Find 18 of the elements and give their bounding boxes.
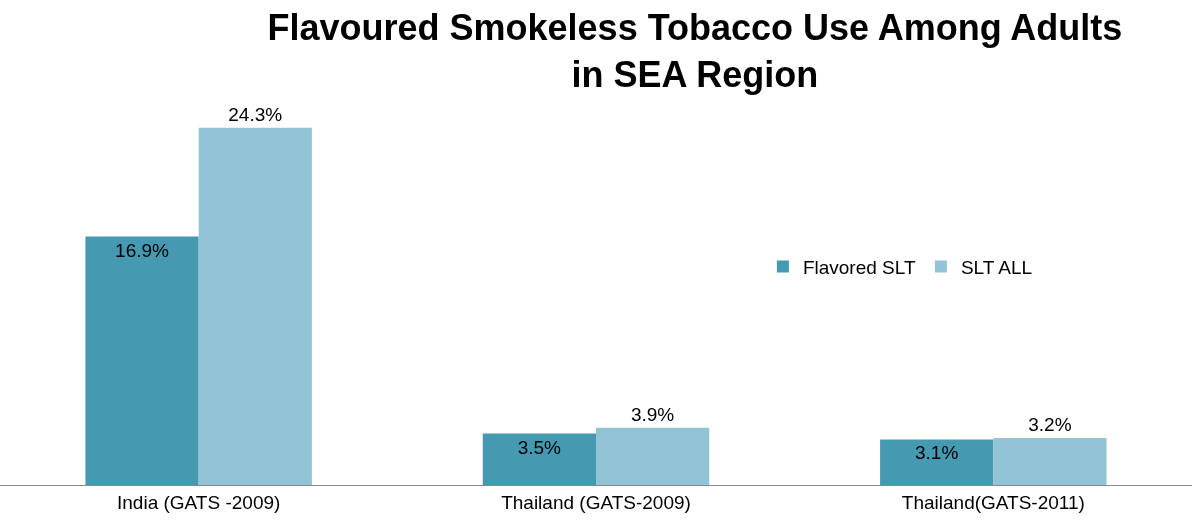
bar xyxy=(596,427,710,485)
data-label: 3.2% xyxy=(1028,413,1072,435)
x-tick-label: India (GATS -2009) xyxy=(117,491,281,513)
x-tick-label: Thailand (GATS-2009) xyxy=(501,491,691,513)
data-label: 3.9% xyxy=(630,403,675,425)
legend-label: Flavored SLT xyxy=(802,257,916,279)
text: Flavoured Smokeless Tobacco Use Among Adults in SEA Region xyxy=(267,6,1123,95)
x-tick-label: Thailand(GATS-2011) xyxy=(901,491,1085,513)
data-label: 3.1% xyxy=(915,442,959,464)
data-label: 3.5% xyxy=(517,436,562,458)
bar xyxy=(482,433,596,485)
bar xyxy=(880,439,994,485)
data-label: 24.3% xyxy=(228,103,283,125)
bar xyxy=(993,437,1107,485)
bar xyxy=(85,236,199,485)
bar xyxy=(198,127,312,485)
legend-label: SLT ALL xyxy=(960,257,1033,279)
data-label: 16.9% xyxy=(115,239,170,261)
